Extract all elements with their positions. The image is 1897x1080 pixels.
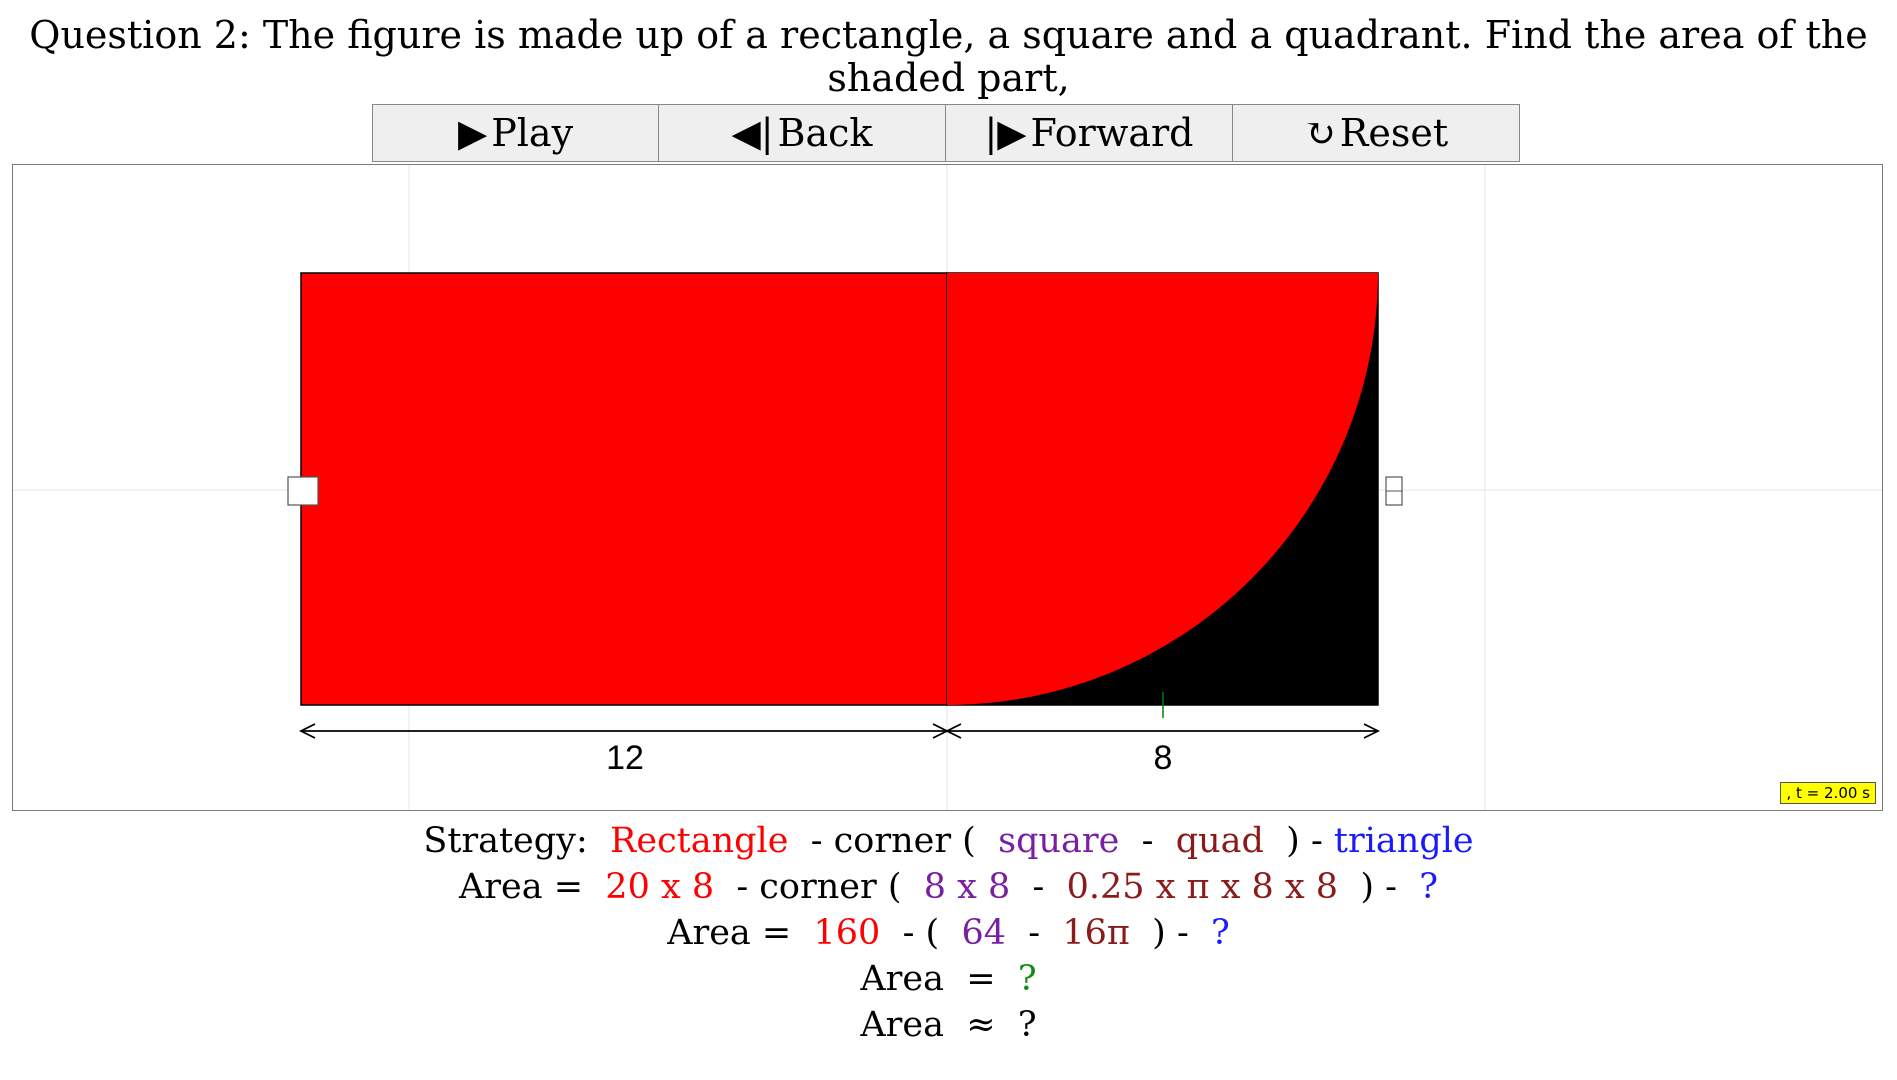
step-back-icon: ◀| xyxy=(731,111,774,155)
term-minus: - xyxy=(1141,821,1154,861)
strategy-label: Strategy: xyxy=(423,821,588,861)
step-forward-icon: |▶ xyxy=(984,111,1027,155)
area-line-4: Area ≈ ? xyxy=(0,1002,1897,1048)
square-value: 8 x 8 xyxy=(923,867,1011,907)
area-line-3: Area = ? xyxy=(0,956,1897,1002)
approx-sign: ≈ xyxy=(966,1005,996,1045)
minus-sign: - xyxy=(1032,867,1045,907)
figure-svg: 12 8 xyxy=(13,165,1882,810)
dimension-label-12: 12 xyxy=(606,739,644,777)
forward-label: Forward xyxy=(1030,111,1194,155)
play-icon: ▶ xyxy=(457,111,488,155)
area-line-2: Area = 160 - ( 64 - 16π ) - ? xyxy=(0,910,1897,956)
play-label: Play xyxy=(491,111,574,155)
area-label: Area xyxy=(860,1005,944,1045)
area-exact-value: ? xyxy=(1017,959,1037,999)
strategy-line: Strategy: Rectangle - corner ( square - … xyxy=(0,818,1897,864)
area-rounded-value: ? xyxy=(1017,1005,1037,1045)
reset-label: Reset xyxy=(1339,111,1449,155)
rectangle-value: 160 xyxy=(813,913,881,953)
term-rectangle: Rectangle xyxy=(610,821,789,861)
arrowhead-left-start xyxy=(298,723,316,739)
area-label: Area xyxy=(860,959,944,999)
solution-work: Strategy: Rectangle - corner ( square - … xyxy=(0,818,1897,1048)
figure-canvas: 12 8 , t = 2.00 s xyxy=(12,164,1883,811)
left-drag-handle[interactable] xyxy=(287,476,319,506)
area-line-1: Area = 20 x 8 - corner ( 8 x 8 - 0.25 x … xyxy=(0,864,1897,910)
back-label: Back xyxy=(777,111,873,155)
area-label: Area = xyxy=(667,913,792,953)
term-square: square xyxy=(998,821,1120,861)
quad-value: 0.25 x π x 8 x 8 xyxy=(1066,867,1339,907)
play-button[interactable]: ▶ Play xyxy=(372,104,659,162)
equals-sign: = xyxy=(966,959,996,999)
square-value: 64 xyxy=(961,913,1006,953)
reset-icon: ↻ xyxy=(1303,111,1336,155)
question-line-1: Question 2: The figure is made up of a r… xyxy=(29,13,1868,100)
triangle-value: ? xyxy=(1211,913,1230,953)
area-label: Area = xyxy=(458,867,584,907)
arrowhead-right-start xyxy=(944,723,962,739)
term-quad: quad xyxy=(1175,821,1264,861)
back-button[interactable]: ◀| Back xyxy=(659,104,946,162)
close-paren: ) - xyxy=(1360,867,1397,907)
rectangle-shape xyxy=(300,272,948,706)
term-corner: - corner ( xyxy=(810,821,976,861)
quadrant-shape xyxy=(947,273,1378,705)
quad-value: 16π xyxy=(1062,913,1130,953)
term-triangle: triangle xyxy=(1333,821,1474,861)
open-paren: - ( xyxy=(902,913,940,953)
close-paren: ) - xyxy=(1152,913,1189,953)
forward-button[interactable]: |▶ Forward xyxy=(946,104,1233,162)
playback-controls: ▶ Play ◀| Back |▶ Forward ↻ Reset xyxy=(372,104,1520,162)
dimension-label-8: 8 xyxy=(1154,739,1173,777)
time-readout: , t = 2.00 s xyxy=(1780,782,1876,804)
rectangle-value: 20 x 8 xyxy=(605,867,715,907)
dimension-arrows xyxy=(298,723,1381,739)
corner-text: - corner ( xyxy=(736,867,902,907)
term-close: ) - xyxy=(1286,821,1323,861)
reset-button[interactable]: ↻ Reset xyxy=(1233,104,1520,162)
arrowhead-right-end xyxy=(1363,723,1381,739)
minus-sign: - xyxy=(1028,913,1041,953)
triangle-value: ? xyxy=(1419,867,1438,907)
